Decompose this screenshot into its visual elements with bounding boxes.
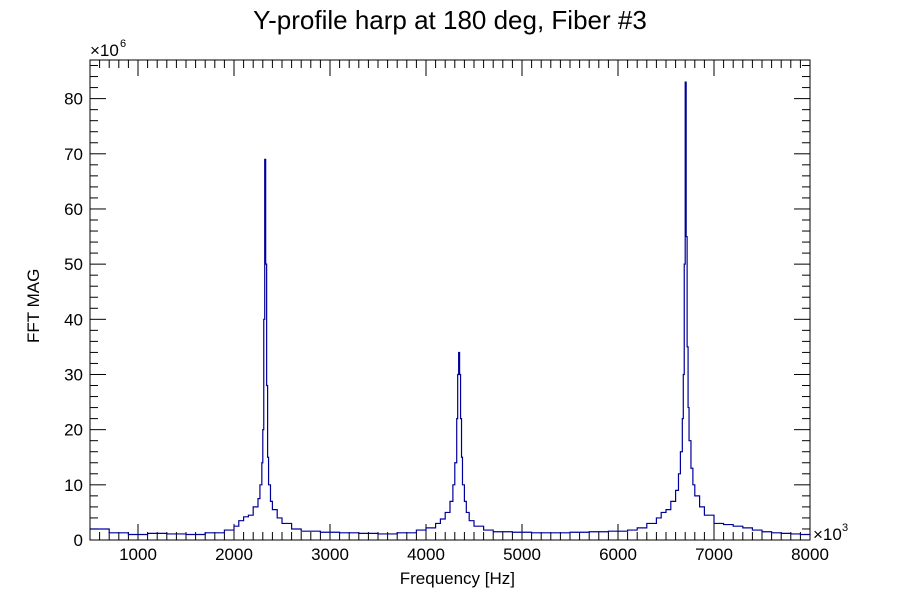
axis-ticks: 1000 2000 3000 4000 5000 6000 7000 8000 0 10 20 30 4… (64, 60, 829, 564)
x-tick-label: 4000 (407, 545, 445, 564)
y-tick-label: 10 (64, 476, 83, 495)
plot-area (90, 81, 811, 536)
y-multiplier-exponent: 6 (120, 38, 126, 50)
x-tick-label: 3000 (311, 545, 349, 564)
y-multiplier: ×10 6 (90, 38, 126, 60)
x-tick-label: 2000 (215, 545, 253, 564)
y-tick-label: 80 (64, 90, 83, 109)
x-tick-label: 8000 (791, 545, 829, 564)
x-tick-label: 1000 (119, 545, 157, 564)
plot-frame (89, 59, 811, 541)
y-tick-label: 50 (64, 255, 83, 274)
y-tick-label: 70 (64, 145, 83, 164)
x-tick-label: 7000 (695, 545, 733, 564)
x-multiplier-base: ×10 (813, 525, 842, 544)
y-tick-label: 40 (64, 310, 83, 329)
series-line (90, 81, 811, 536)
y-multiplier-base: ×10 (90, 41, 119, 60)
x-axis-title: Frequency [Hz] (400, 569, 515, 588)
y-tick-label: 30 (64, 365, 83, 384)
x-multiplier: ×10 3 (813, 522, 848, 544)
y-tick-label: 20 (64, 421, 83, 440)
y-tick-label: 60 (64, 200, 83, 219)
y-axis-title: FFT MAG (24, 269, 43, 343)
x-tick-label: 5000 (503, 545, 541, 564)
x-multiplier-exponent: 3 (842, 522, 848, 534)
chart-title: Y-profile harp at 180 deg, Fiber #3 (253, 5, 647, 35)
x-tick-label: 6000 (599, 545, 637, 564)
y-tick-label: 0 (74, 531, 83, 550)
